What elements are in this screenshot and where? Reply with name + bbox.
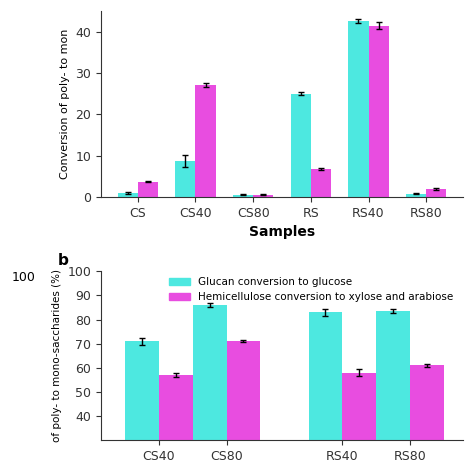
Y-axis label: Conversion of poly- to mon: Conversion of poly- to mon [60,29,70,179]
Bar [118,193,138,197]
Bar [195,85,216,197]
Bar [291,94,311,197]
Bar [376,311,410,474]
Bar [253,195,273,197]
Legend: Glucan conversion to glucose, Hemicellulose conversion to xylose and arabiose: Glucan conversion to glucose, Hemicellul… [165,273,458,307]
Text: b: b [58,253,69,268]
X-axis label: Samples: Samples [249,225,315,239]
Bar [125,341,159,474]
Bar [369,26,389,197]
Bar [348,21,369,197]
Bar [175,161,195,197]
Bar [410,365,444,474]
Bar [193,305,227,474]
Bar [309,312,342,474]
Bar [227,341,260,474]
Bar [138,182,158,197]
Bar [311,169,331,197]
Bar [233,195,253,197]
Text: 100: 100 [12,271,36,284]
Bar [159,375,193,474]
Bar [342,373,376,474]
Bar [426,189,447,197]
Bar [406,193,426,197]
Y-axis label: of poly- to mono-saccharides (%): of poly- to mono-saccharides (%) [52,269,62,442]
